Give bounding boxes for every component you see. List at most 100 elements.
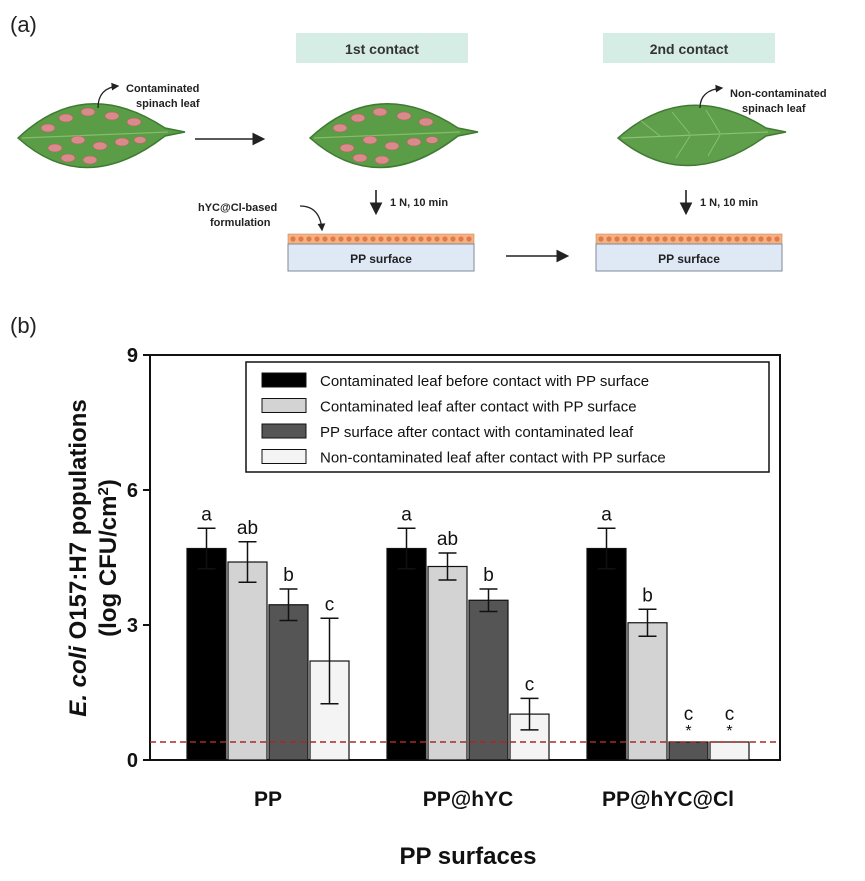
formulation-label-2: formulation — [210, 217, 271, 229]
legend-label: PP surface after contact with contaminat… — [320, 424, 634, 441]
bacteria-dot — [686, 236, 692, 242]
panel-b-label: (b) — [10, 313, 37, 338]
significance-letter: b — [283, 565, 294, 586]
bar — [427, 565, 468, 761]
legend-swatch — [261, 423, 307, 439]
noncontaminated-leaf-label-2: spinach leaf — [742, 103, 806, 115]
significance-letter: a — [601, 504, 612, 525]
bacteria-dot — [606, 236, 612, 242]
noncontaminated-pointer-arrow — [699, 84, 724, 109]
significance-letter: ab — [237, 518, 258, 539]
bacteria-dot — [322, 236, 328, 242]
bacteria-dot — [702, 236, 708, 242]
bacteria-dot — [458, 236, 464, 242]
bar — [227, 561, 268, 761]
x-axis-title: PP surfaces — [400, 843, 537, 870]
bacteria-dot — [710, 236, 716, 242]
bacteria-dot — [290, 236, 296, 242]
bacteria-dot — [726, 236, 732, 242]
bacteria-dot — [306, 236, 312, 242]
y-axis-title-line2: (log CFU/cm2) — [95, 479, 123, 637]
bacteria-dot — [598, 236, 604, 242]
bacteria-dot — [338, 236, 344, 242]
legend-label: Contaminated leaf before contact with PP… — [320, 373, 649, 390]
significance-letter: c — [525, 674, 535, 695]
y-tick-label: 9 — [127, 345, 138, 367]
bacteria-dot — [678, 236, 684, 242]
bar — [186, 547, 227, 761]
bacteria-dot — [394, 236, 400, 242]
panel-b: (b) E. coli O157:H7 populations (log CFU… — [10, 313, 781, 870]
panel-a: (a) 1st contact 2nd contact — [10, 12, 827, 272]
bacteria-dot — [638, 236, 644, 242]
bar — [386, 547, 427, 761]
significance-letter: c — [725, 704, 735, 725]
bacteria-dot — [654, 236, 660, 242]
bacteria-dot — [362, 236, 368, 242]
legend-swatch — [261, 398, 307, 413]
bacteria-dot — [442, 236, 448, 242]
bar — [468, 599, 509, 761]
significance-letter: b — [483, 565, 494, 586]
y-axis-title-line1: E. coli O157:H7 populations — [65, 399, 92, 716]
bar — [268, 604, 309, 761]
bacteria-dot — [354, 236, 360, 242]
formulation-label-1: hYC@Cl-based — [198, 202, 277, 214]
contact2-header: 2nd contact — [650, 41, 729, 57]
legend-label: Contaminated leaf after contact with PP … — [320, 399, 637, 416]
contact2-header-box — [603, 33, 775, 63]
pp-surface-label-2: PP surface — [658, 252, 720, 266]
formulation-pointer-arrow — [299, 205, 326, 232]
significance-letter: b — [642, 585, 653, 606]
bacteria-dot — [670, 236, 676, 242]
legend-swatch — [261, 449, 307, 464]
bar — [709, 741, 750, 761]
contaminated-leaf-label-1: Contaminated — [126, 83, 199, 95]
bacteria-dot — [434, 236, 440, 242]
significance-star: * — [726, 723, 732, 740]
significance-letter: a — [401, 504, 412, 525]
bacteria-dot — [426, 236, 432, 242]
significance-star: * — [685, 723, 691, 740]
significance-letter: ab — [437, 529, 458, 550]
bacteria-dot — [410, 236, 416, 242]
y-tick-label: 6 — [127, 480, 138, 502]
bacteria-dot — [402, 236, 408, 242]
bacteria-dot — [766, 236, 772, 242]
pp-surface-2: PP surface — [595, 233, 783, 272]
legend-swatch — [261, 372, 307, 388]
y-tick-label: 0 — [127, 750, 138, 772]
significance-letter: c — [684, 704, 694, 725]
bacteria-dot — [330, 236, 336, 242]
pp-surface-label-1: PP surface — [350, 252, 412, 266]
legend-box — [245, 361, 770, 473]
bacteria-dot — [630, 236, 636, 242]
bar — [627, 622, 668, 761]
force-label-2: 1 N, 10 min — [700, 197, 758, 209]
bacteria-dot — [450, 236, 456, 242]
bacteria-dot — [466, 236, 472, 242]
bacteria-dot — [742, 236, 748, 242]
bar — [668, 741, 709, 761]
significance-letter: a — [201, 504, 212, 525]
force-label-1: 1 N, 10 min — [390, 197, 448, 209]
bacteria-dot — [298, 236, 304, 242]
bacteria-dot — [662, 236, 668, 242]
noncontaminated-leaf-icon — [616, 104, 787, 167]
bacteria-dot — [622, 236, 628, 242]
contact1-header: 1st contact — [345, 41, 419, 57]
x-category-label: PP — [254, 788, 282, 811]
contaminated-leaf-icon — [16, 103, 186, 169]
bacteria-dot — [418, 236, 424, 242]
bacteria-dot — [758, 236, 764, 242]
bacteria-dot — [646, 236, 652, 242]
bacteria-dot — [378, 236, 384, 242]
bacteria-dot — [750, 236, 756, 242]
legend: Contaminated leaf before contact with PP… — [245, 361, 770, 473]
contaminated-leaf-label-2: spinach leaf — [136, 98, 200, 110]
legend-label: Non-contaminated leaf after contact with… — [320, 450, 666, 467]
bacteria-dot — [694, 236, 700, 242]
bacteria-dot — [734, 236, 740, 242]
